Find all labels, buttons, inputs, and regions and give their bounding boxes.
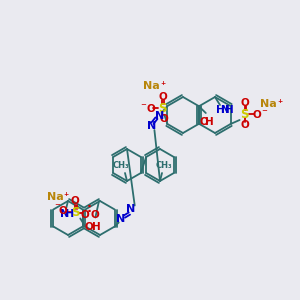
Text: N: N [147, 121, 156, 131]
Text: O: O [85, 221, 94, 232]
Text: O: O [91, 209, 100, 220]
Text: O: O [240, 120, 249, 130]
Text: O: O [71, 196, 80, 206]
Text: :: : [87, 202, 92, 215]
Text: O: O [200, 117, 208, 127]
Text: CH₃: CH₃ [113, 161, 129, 170]
Text: S: S [240, 107, 249, 121]
Text: O: O [252, 110, 261, 120]
Text: ⁻: ⁻ [262, 108, 268, 118]
Text: CH₃: CH₃ [156, 161, 172, 170]
Text: Na: Na [47, 191, 64, 202]
Text: N: N [116, 214, 125, 224]
Text: H: H [92, 221, 101, 232]
Text: S: S [158, 101, 167, 115]
Text: ⁻: ⁻ [54, 202, 60, 212]
Text: O: O [59, 206, 68, 215]
Text: O: O [158, 92, 167, 102]
Text: N: N [220, 105, 230, 115]
Text: Na: Na [260, 99, 277, 109]
Text: H: H [225, 105, 233, 115]
Text: H: H [65, 209, 75, 219]
Text: O: O [159, 114, 168, 124]
Text: O: O [81, 209, 90, 220]
Text: S: S [71, 206, 80, 219]
Text: N: N [126, 205, 135, 214]
Text: N: N [155, 111, 164, 121]
Text: ⁺: ⁺ [277, 99, 282, 109]
Text: N: N [60, 209, 70, 219]
Text: Na: Na [143, 81, 160, 91]
Text: O: O [240, 98, 249, 108]
Text: ⁺: ⁺ [64, 191, 69, 202]
Text: O: O [146, 104, 155, 114]
Text: ⁻: ⁻ [140, 102, 146, 112]
Text: H: H [216, 105, 224, 115]
Text: ⁺: ⁺ [161, 81, 166, 91]
Text: H: H [206, 117, 214, 127]
